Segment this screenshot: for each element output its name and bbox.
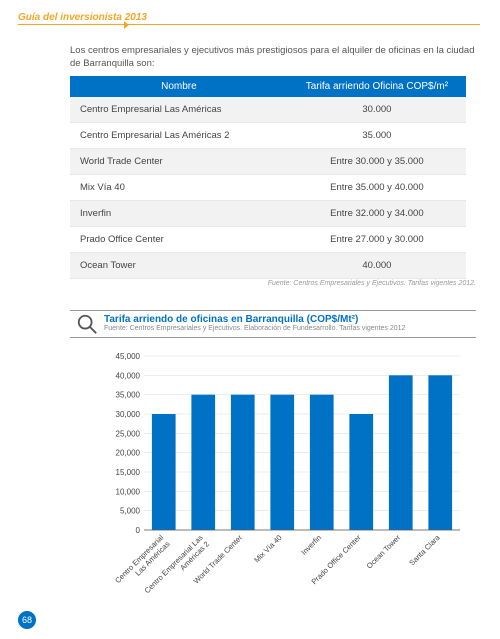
chart-title-block: Tarifa arriendo de oficinas en Barranqui… [70,310,476,338]
col-nombre: Nombre [70,76,288,97]
bar [310,395,334,530]
table-row: Mix Vía 40Entre 35.000 y 40.000 [70,175,466,201]
page-number: 68 [18,611,36,629]
table-cell: World Trade Center [70,149,288,175]
x-category-label: Santa Clara [407,532,442,567]
table-cell: Centro Empresarial Las Américas [70,97,288,123]
bar [389,375,413,530]
table-row: Centro Empresarial Las Américas 235.000 [70,123,466,149]
col-tarifa: Tarifa arriendo Oficina COP$/m² [288,76,466,97]
chart-title: Tarifa arriendo de oficinas en Barranqui… [104,314,476,325]
x-category-label: Centro EmpresarialLas Américas [113,533,172,592]
svg-text:40,000: 40,000 [116,371,141,380]
table-row: Prado Office CenterEntre 27.000 y 30.000 [70,227,466,253]
x-category-label: Ocean Tower [365,533,403,571]
bar [428,375,452,530]
table-cell: 35.000 [288,123,466,149]
svg-text:45,000: 45,000 [116,352,141,361]
tariff-table: Nombre Tarifa arriendo Oficina COP$/m² C… [70,76,466,279]
chart-subtitle: Fuente: Centros Empresariales y Ejecutiv… [104,325,476,332]
intro-text: Los centros empresariales y ejecutivos m… [70,44,476,71]
svg-text:5,000: 5,000 [120,507,141,516]
table-cell: Ocean Tower [70,253,288,279]
table-cell: Entre 32.000 y 34.000 [288,201,466,227]
table-cell: Entre 27.000 y 30.000 [288,227,466,253]
svg-text:35,000: 35,000 [116,391,141,400]
header-rule [18,24,480,25]
svg-text:30,000: 30,000 [116,410,141,419]
table-cell: Entre 30.000 y 35.000 [288,149,466,175]
table-cell: Mix Vía 40 [70,175,288,201]
svg-text:25,000: 25,000 [116,429,141,438]
svg-text:0: 0 [136,526,141,535]
table-cell: Prado Office Center [70,227,288,253]
svg-text:20,000: 20,000 [116,449,141,458]
table-row: World Trade CenterEntre 30.000 y 35.000 [70,149,466,175]
table-header: Nombre Tarifa arriendo Oficina COP$/m² [70,76,466,97]
bar-chart: 0 5,000 10,000 15,000 20,000 25,000 30,000 35,0… [104,350,466,610]
svg-text:10,000: 10,000 [116,487,141,496]
table-cell: Inverfin [70,201,288,227]
table-cell: Centro Empresarial Las Américas 2 [70,123,288,149]
table-cell: 30.000 [288,97,466,123]
bar [191,395,215,530]
table-source: Fuente: Centros Empresariales y Ejecutiv… [268,280,476,287]
table-cell: 40.000 [288,253,466,279]
bar [152,414,176,530]
magnifier-icon [76,313,98,335]
svg-text:15,000: 15,000 [116,468,141,477]
table-row: Centro Empresarial Las Américas30.000 [70,97,466,123]
bar [270,395,294,530]
x-category-label: Mix Vía 40 [252,533,283,564]
table-body: Centro Empresarial Las Américas30.000Cen… [70,97,466,279]
table-cell: Entre 35.000 y 40.000 [288,175,466,201]
table-row: Ocean Tower40.000 [70,253,466,279]
bar [231,395,255,530]
x-category-label: Inverfin [299,533,323,557]
bar [349,414,373,530]
table-row: InverfinEntre 32.000 y 34.000 [70,201,466,227]
